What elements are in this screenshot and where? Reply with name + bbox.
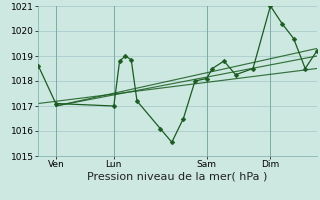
X-axis label: Pression niveau de la mer( hPa ): Pression niveau de la mer( hPa ) (87, 172, 268, 182)
